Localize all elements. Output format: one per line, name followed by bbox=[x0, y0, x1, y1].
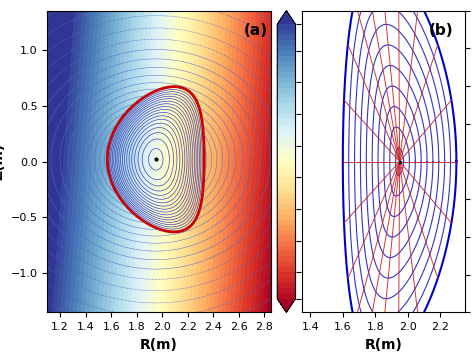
X-axis label: R(m): R(m) bbox=[365, 338, 402, 352]
Text: (a): (a) bbox=[244, 23, 268, 38]
Text: (b): (b) bbox=[429, 23, 454, 38]
X-axis label: R(m): R(m) bbox=[140, 338, 178, 352]
PathPatch shape bbox=[277, 11, 295, 24]
PathPatch shape bbox=[277, 299, 295, 312]
Y-axis label: Z(m): Z(m) bbox=[0, 143, 5, 180]
